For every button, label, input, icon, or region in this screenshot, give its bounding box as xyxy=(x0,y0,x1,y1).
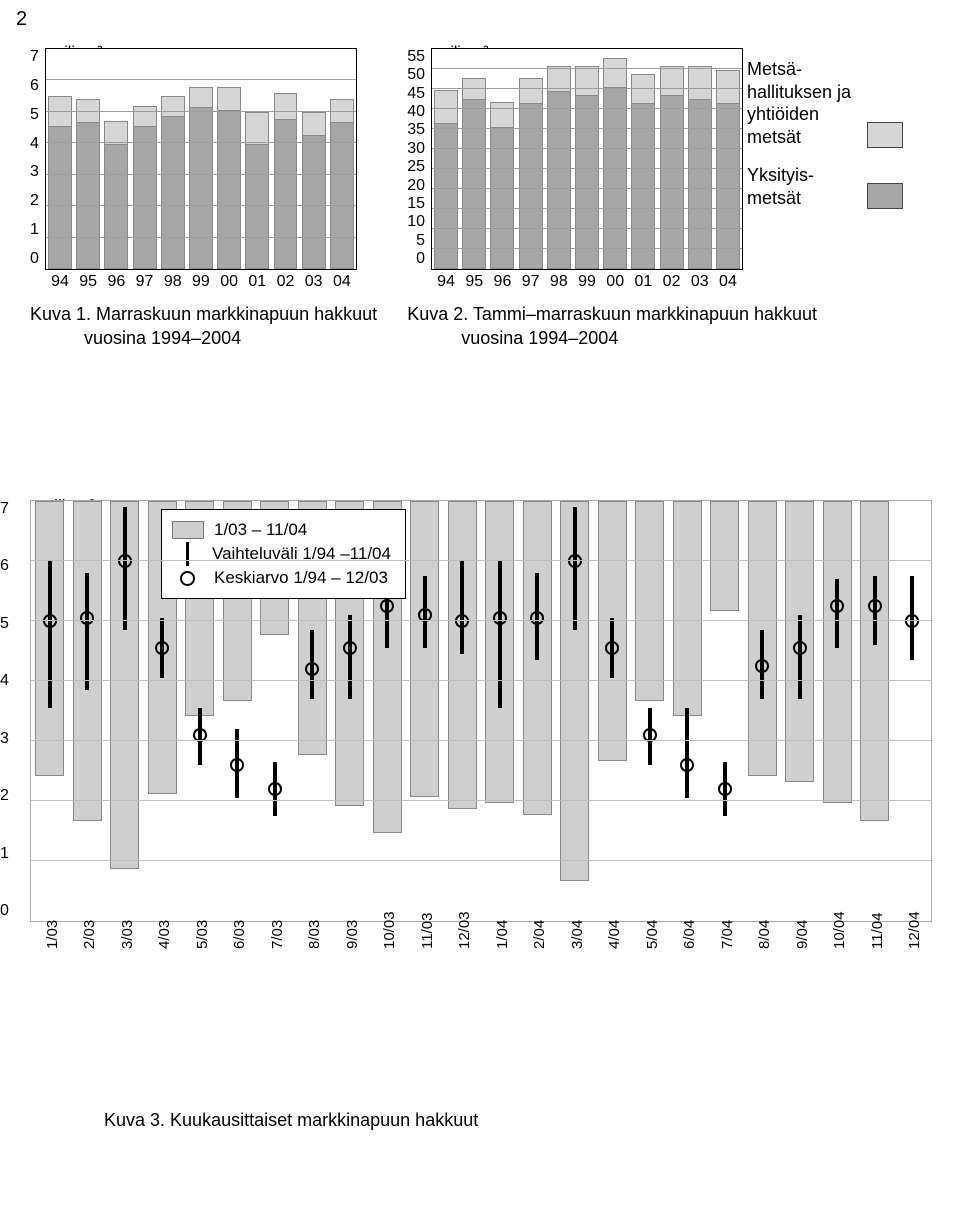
page-number: 2 xyxy=(16,8,27,31)
chart3-legend: 1/03 – 11/04 Vaihteluväli 1/94 –11/04 Ke… xyxy=(161,509,406,599)
chart3-legend-bars: 1/03 – 11/04 xyxy=(172,520,391,540)
chart3-panel: 76543210 milj. m³ 1/032/033/034/035/036/… xyxy=(30,500,932,922)
legend-swatch-state xyxy=(867,122,903,148)
chart1-caption: Kuva 1. Marraskuun markkinapuun hakkuut … xyxy=(30,302,377,351)
chart3-caption: Kuva 3. Kuukausittaiset markkinapuun hak… xyxy=(104,1110,478,1131)
chart1-plot: 9495969798990001020304 xyxy=(45,48,357,270)
chart2-panel: milj. m³ 5550454035302520151050 94959697… xyxy=(407,48,903,351)
chart3-yaxis: 76543210 xyxy=(0,500,9,920)
chart1-panel: milj. m³ 76543210 9495969798990001020304… xyxy=(30,48,377,351)
chart3-plot: 1/032/033/034/035/036/037/038/039/0310/0… xyxy=(30,500,932,922)
chart2-bars: 9495969798990001020304 xyxy=(432,49,742,269)
chart3-legend-range: Vaihteluväli 1/94 –11/04 xyxy=(172,542,391,566)
chart1-yaxis: milj. m³ 76543210 xyxy=(30,48,45,268)
chart3-legend-avg: Keskiarvo 1/94 – 12/03 xyxy=(172,568,391,588)
legend-swatch-private xyxy=(867,183,903,209)
legend-item-private: Yksityis- metsät xyxy=(747,164,903,209)
chart2-plot: 9495969798990001020304 xyxy=(431,48,743,270)
series-legend: Metsä- hallituksen ja yhtiöiden metsät Y… xyxy=(747,58,903,270)
top-row: milj. m³ 76543210 9495969798990001020304… xyxy=(30,48,903,351)
legend-item-state: Metsä- hallituksen ja yhtiöiden metsät xyxy=(747,58,903,148)
chart2-caption: Kuva 2. Tammi–marraskuun markkinapuun ha… xyxy=(407,302,903,351)
chart2-yaxis: milj. m³ 5550454035302520151050 xyxy=(407,48,431,268)
